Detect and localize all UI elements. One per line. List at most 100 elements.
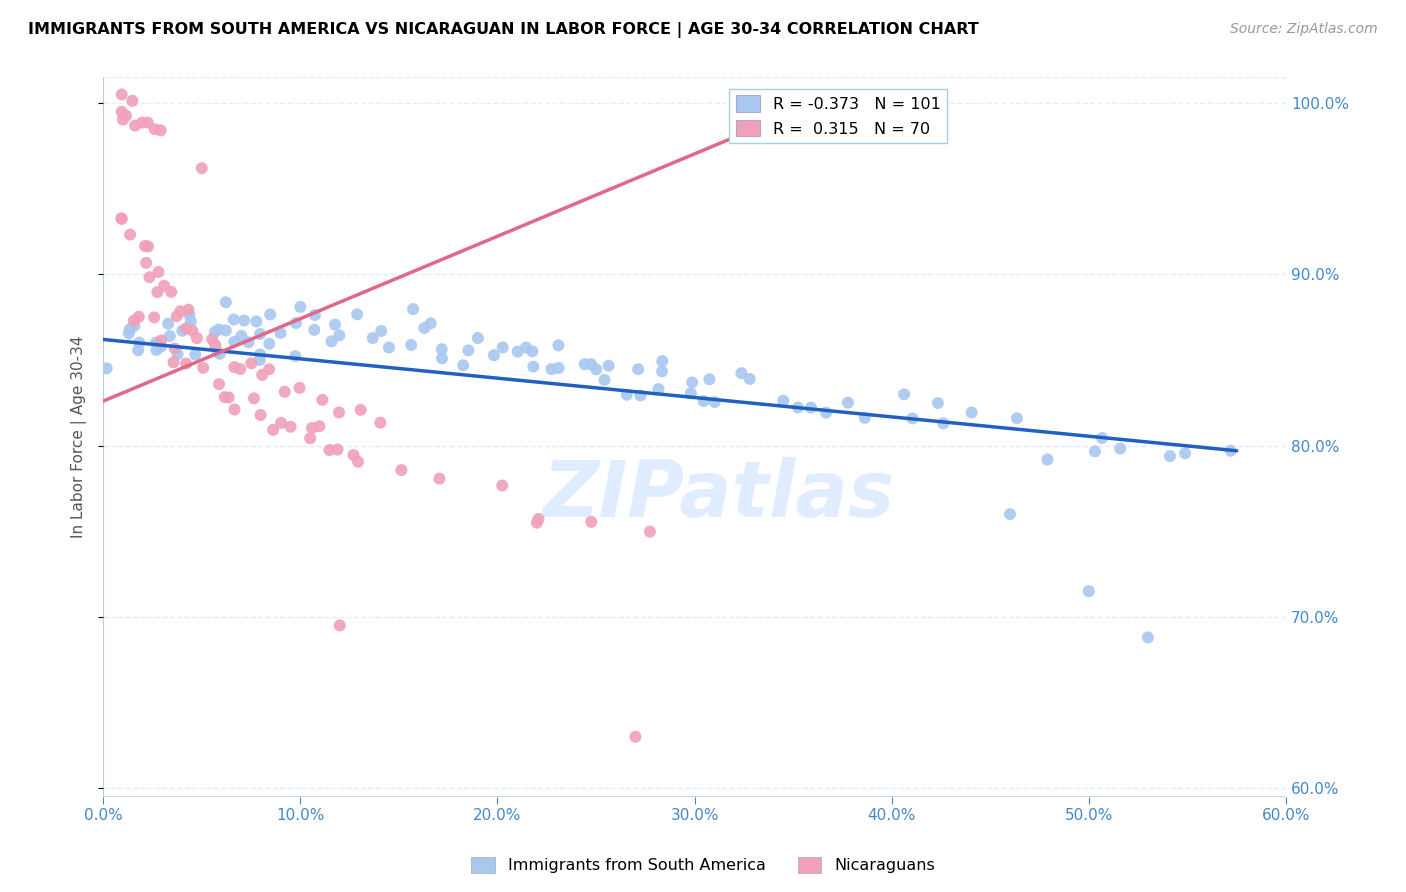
Point [647, 382, 669, 396]
Point [346, 307, 368, 321]
Point [249, 326, 271, 341]
Point [138, 270, 160, 285]
Point [143, 122, 166, 136]
Point [692, 394, 714, 409]
Point [124, 318, 146, 333]
Point [166, 347, 188, 361]
Point [304, 323, 326, 337]
Point [311, 392, 333, 407]
Point [598, 359, 620, 373]
Point [208, 322, 231, 336]
Legend: Immigrants from South America, Nicaraguans: Immigrants from South America, Nicaragua… [464, 850, 942, 880]
Point [127, 343, 149, 358]
Point [730, 366, 752, 380]
Point [118, 322, 141, 336]
Point [547, 361, 569, 376]
Point [169, 304, 191, 318]
Point [111, 112, 134, 127]
Point [402, 302, 425, 317]
Point [1174, 446, 1197, 460]
Point [186, 331, 208, 345]
Point [482, 348, 505, 362]
Point [616, 387, 638, 401]
Point [249, 347, 271, 361]
Point [1005, 411, 1028, 425]
Point [304, 308, 326, 322]
Point [738, 372, 761, 386]
Point [115, 109, 138, 123]
Point [96, 361, 118, 376]
Point [273, 384, 295, 399]
Point [204, 338, 226, 352]
Point [522, 344, 544, 359]
Point [927, 396, 949, 410]
Point [679, 386, 702, 401]
Point [342, 448, 364, 462]
Point [574, 357, 596, 371]
Point [429, 472, 451, 486]
Point [148, 265, 170, 279]
Point [215, 295, 238, 310]
Point [145, 343, 167, 357]
Point [124, 119, 146, 133]
Point [172, 324, 194, 338]
Point [547, 338, 569, 352]
Point [131, 115, 153, 129]
Point [285, 316, 308, 330]
Point [231, 329, 253, 343]
Point [153, 278, 176, 293]
Point [122, 313, 145, 327]
Point [269, 326, 291, 340]
Point [149, 123, 172, 137]
Point [146, 285, 169, 300]
Point [215, 323, 238, 337]
Point [224, 334, 246, 349]
Point [308, 419, 330, 434]
Point [399, 338, 422, 352]
Point [150, 334, 173, 348]
Point [628, 388, 651, 402]
Point [207, 344, 229, 359]
Point [515, 341, 537, 355]
Point [1136, 631, 1159, 645]
Point [224, 402, 246, 417]
Point [280, 419, 302, 434]
Point [491, 478, 513, 492]
Point [328, 328, 350, 343]
Point [243, 392, 266, 406]
Point [326, 442, 349, 457]
Point [321, 334, 343, 349]
Point [143, 310, 166, 325]
Point [184, 348, 207, 362]
Point [301, 421, 323, 435]
Point [318, 443, 340, 458]
Point [121, 94, 143, 108]
Point [323, 318, 346, 332]
Point [627, 362, 650, 376]
Point [120, 227, 142, 242]
Point [787, 401, 810, 415]
Point [136, 239, 159, 253]
Point [651, 354, 673, 368]
Point [361, 331, 384, 345]
Point [329, 618, 352, 632]
Point [638, 524, 661, 539]
Point [135, 256, 157, 270]
Text: IMMIGRANTS FROM SOUTH AMERICA VS NICARAGUAN IN LABOR FORCE | AGE 30-34 CORRELATI: IMMIGRANTS FROM SOUTH AMERICA VS NICARAG… [28, 22, 979, 38]
Point [160, 285, 183, 299]
Point [208, 347, 231, 361]
Point [467, 331, 489, 345]
Point [419, 316, 441, 330]
Point [413, 321, 436, 335]
Point [259, 336, 281, 351]
Point [240, 356, 263, 370]
Point [430, 351, 453, 366]
Point [651, 364, 673, 378]
Point [703, 395, 725, 409]
Point [998, 507, 1021, 521]
Point [681, 376, 703, 390]
Point [389, 463, 412, 477]
Point [222, 312, 245, 326]
Point [128, 310, 150, 324]
Point [150, 339, 173, 353]
